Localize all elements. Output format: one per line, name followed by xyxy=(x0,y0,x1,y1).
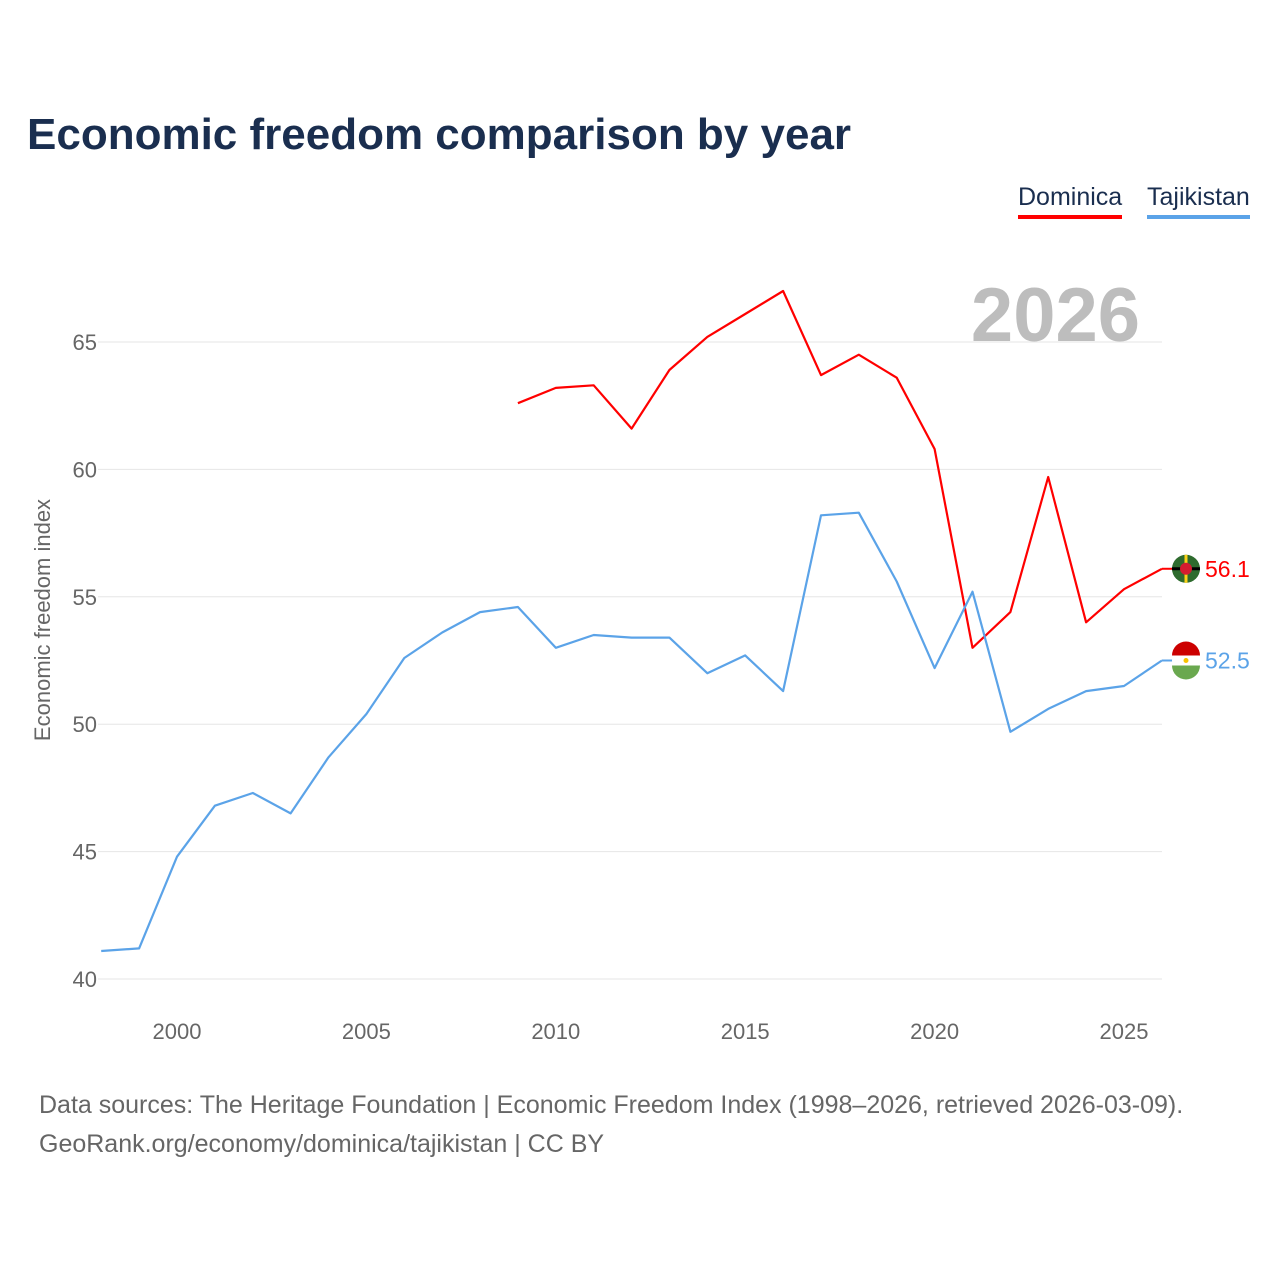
y-tick-label: 65 xyxy=(73,330,97,355)
legend-tajikistan[interactable]: Tajikistan xyxy=(1147,183,1250,219)
end-value-label: 56.1 xyxy=(1205,556,1250,582)
source-line-1: Data sources: The Heritage Foundation | … xyxy=(39,1091,1184,1119)
flag-stripe xyxy=(1172,665,1200,680)
legend-dominica[interactable]: Dominica xyxy=(1018,183,1123,219)
x-tick-label: 2005 xyxy=(342,1019,391,1044)
y-tick-label: 60 xyxy=(73,457,97,482)
x-tick-label: 2025 xyxy=(1100,1019,1149,1044)
x-tick-label: 2010 xyxy=(531,1019,580,1044)
x-tick-label: 2000 xyxy=(153,1019,202,1044)
source-note: Data sources: The Heritage Foundation | … xyxy=(39,1086,1183,1164)
year-watermark: 2026 xyxy=(971,273,1140,358)
source-line-2[interactable]: GeoRank.org/economy/dominica/tajikistan … xyxy=(39,1130,605,1158)
chart-title: Economic freedom comparison by year xyxy=(27,110,852,159)
y-tick-label: 40 xyxy=(73,967,97,992)
y-tick-label: 50 xyxy=(73,712,97,737)
flag-crown xyxy=(1183,658,1189,663)
y-axis-label: Economic freedom index xyxy=(30,499,55,741)
y-tick-label: 45 xyxy=(73,840,97,865)
x-tick-label: 2020 xyxy=(910,1019,959,1044)
series-line-tajikistan xyxy=(101,511,1163,953)
flag-disc xyxy=(1180,562,1192,575)
y-tick-label: 55 xyxy=(73,585,97,610)
end-value-label: 52.5 xyxy=(1205,648,1250,674)
x-tick-label: 2015 xyxy=(721,1019,770,1044)
series-line-dominica xyxy=(517,289,1163,649)
flag-stripe xyxy=(1172,641,1200,656)
